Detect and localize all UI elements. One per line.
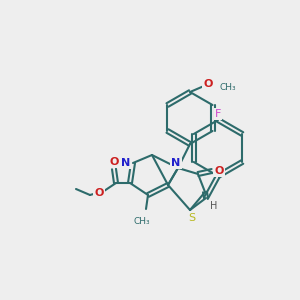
Text: N: N — [122, 158, 130, 168]
Text: O: O — [214, 166, 224, 176]
Text: CH₃: CH₃ — [134, 217, 150, 226]
Text: H: H — [210, 201, 218, 211]
Text: S: S — [188, 213, 196, 223]
Text: CH₃: CH₃ — [220, 83, 237, 92]
Text: N: N — [171, 158, 181, 168]
Text: O: O — [203, 79, 213, 89]
Text: F: F — [215, 109, 221, 119]
Text: O: O — [109, 157, 119, 167]
Text: O: O — [94, 188, 104, 198]
